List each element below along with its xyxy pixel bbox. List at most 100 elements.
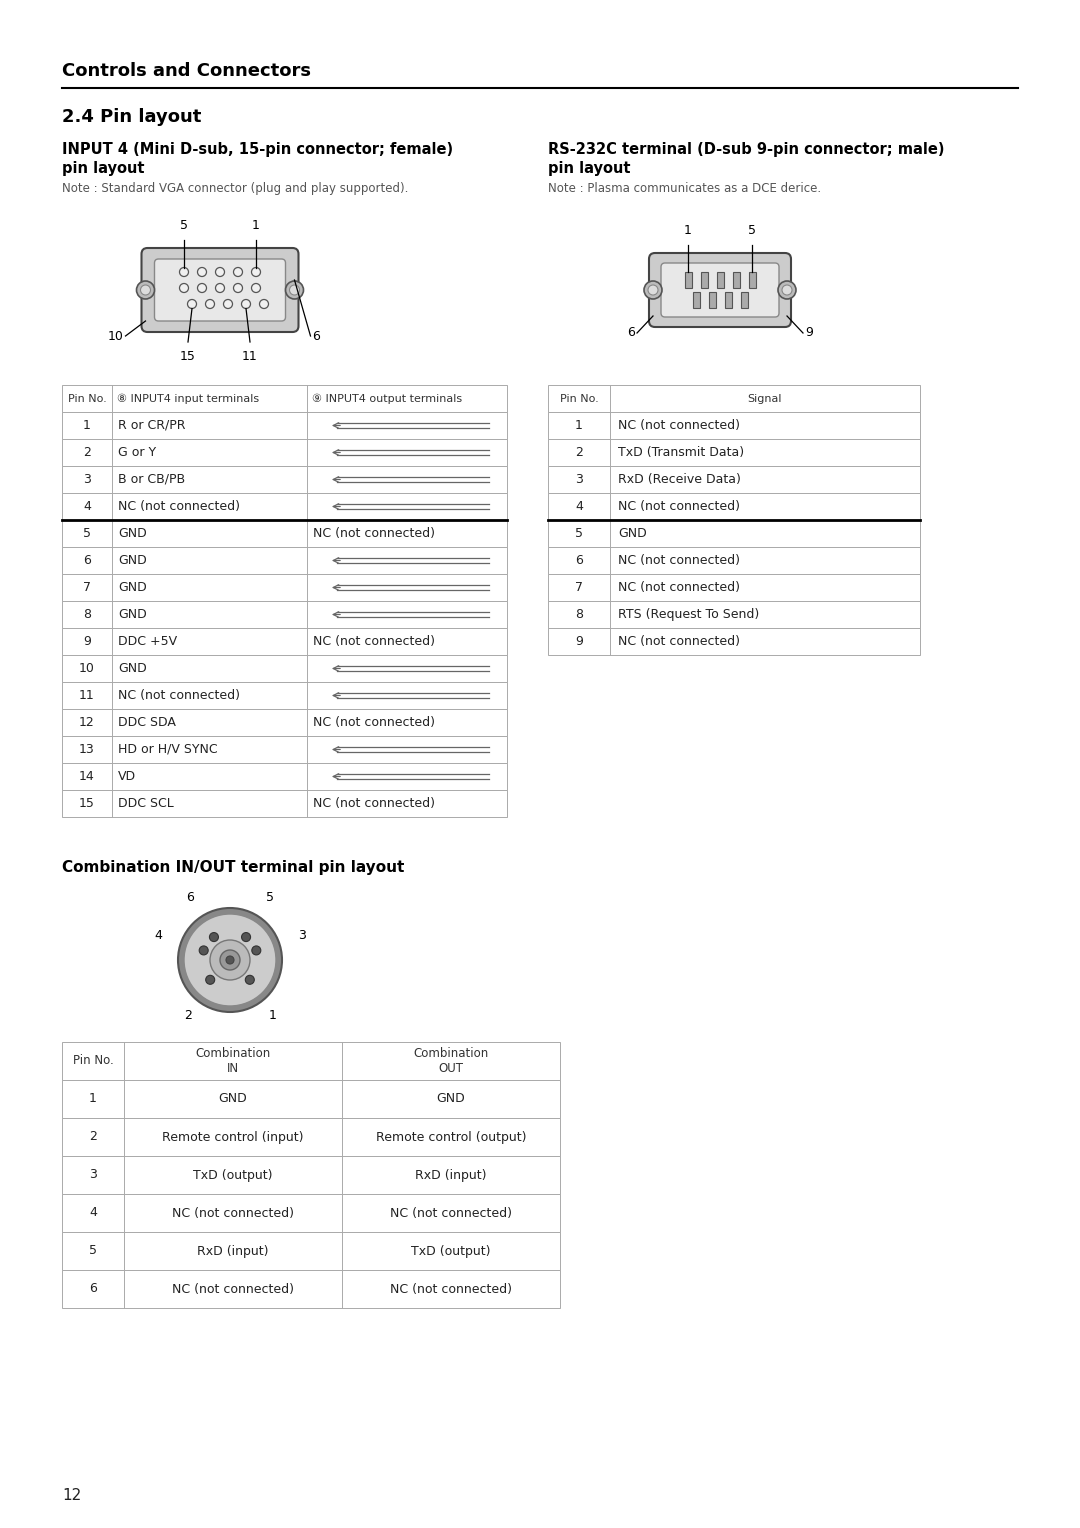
Text: Pin No.: Pin No.	[559, 394, 598, 403]
Text: GND: GND	[118, 527, 147, 539]
Text: 13: 13	[79, 743, 95, 756]
Text: ⑧ INPUT4 input terminals: ⑧ INPUT4 input terminals	[117, 393, 259, 403]
Text: 6: 6	[89, 1282, 97, 1296]
Text: GND: GND	[118, 662, 147, 675]
Circle shape	[233, 284, 243, 292]
Text: RxD (input): RxD (input)	[415, 1169, 487, 1181]
Text: 1: 1	[575, 419, 583, 432]
Circle shape	[210, 940, 249, 979]
Text: NC (not connected): NC (not connected)	[118, 500, 240, 513]
Text: Combination
OUT: Combination OUT	[414, 1047, 488, 1076]
FancyBboxPatch shape	[661, 263, 779, 316]
Circle shape	[242, 299, 251, 309]
Text: 1: 1	[269, 1008, 276, 1022]
FancyBboxPatch shape	[141, 248, 298, 332]
Bar	[62, 520, 507, 547]
FancyBboxPatch shape	[649, 254, 791, 327]
Circle shape	[216, 284, 225, 292]
Circle shape	[289, 286, 299, 295]
Text: NC (not connected): NC (not connected)	[390, 1282, 512, 1296]
Text: GND: GND	[618, 527, 647, 539]
Bar	[62, 1270, 561, 1308]
Bar	[62, 1118, 561, 1157]
Text: 7: 7	[83, 581, 91, 594]
Text: 4: 4	[89, 1207, 97, 1219]
Text: 3: 3	[89, 1169, 97, 1181]
Text: Signal: Signal	[747, 394, 782, 403]
Text: NC (not connected): NC (not connected)	[118, 689, 240, 701]
Text: 1: 1	[83, 419, 91, 432]
Text: TxD (output): TxD (output)	[193, 1169, 273, 1181]
Text: 4: 4	[83, 500, 91, 513]
Text: 8: 8	[83, 608, 91, 620]
Text: NC (not connected): NC (not connected)	[172, 1282, 294, 1296]
Bar	[62, 1193, 561, 1232]
Bar	[741, 292, 747, 309]
Text: G or Y: G or Y	[118, 446, 157, 458]
Bar	[62, 466, 507, 494]
Text: 6: 6	[575, 555, 583, 567]
Bar	[62, 413, 507, 439]
Bar	[62, 709, 507, 736]
Circle shape	[179, 284, 189, 292]
Text: 5: 5	[266, 891, 274, 905]
Bar	[548, 385, 920, 413]
Text: 4: 4	[154, 929, 162, 941]
Text: GND: GND	[118, 555, 147, 567]
Circle shape	[782, 286, 792, 295]
Text: VD: VD	[118, 770, 136, 782]
Text: NC (not connected): NC (not connected)	[618, 500, 740, 513]
Text: 6: 6	[186, 891, 194, 905]
Text: pin layout: pin layout	[548, 160, 631, 176]
Text: 3: 3	[83, 474, 91, 486]
Text: NC (not connected): NC (not connected)	[618, 419, 740, 432]
Text: 7: 7	[575, 581, 583, 594]
Text: 8: 8	[575, 608, 583, 620]
Text: NC (not connected): NC (not connected)	[313, 798, 435, 810]
Circle shape	[778, 281, 796, 299]
Bar	[548, 628, 920, 656]
Text: Pin No.: Pin No.	[68, 394, 106, 403]
Text: 10: 10	[108, 330, 123, 342]
Bar	[685, 272, 691, 287]
Text: NC (not connected): NC (not connected)	[313, 527, 435, 539]
Text: 5: 5	[89, 1244, 97, 1258]
Bar	[62, 736, 507, 762]
Text: Controls and Connectors: Controls and Connectors	[62, 63, 311, 79]
Text: 2.4 Pin layout: 2.4 Pin layout	[62, 108, 201, 125]
Bar	[548, 466, 920, 494]
Bar	[548, 439, 920, 466]
Text: Combination IN/OUT terminal pin layout: Combination IN/OUT terminal pin layout	[62, 860, 404, 876]
Circle shape	[252, 267, 260, 277]
Text: Remote control (output): Remote control (output)	[376, 1131, 526, 1143]
Text: 6: 6	[627, 327, 635, 339]
Text: GND: GND	[118, 608, 147, 620]
Text: 4: 4	[575, 500, 583, 513]
Text: TxD (output): TxD (output)	[411, 1244, 490, 1258]
Bar	[62, 385, 507, 413]
Circle shape	[136, 281, 154, 299]
Circle shape	[245, 975, 254, 984]
Text: 5: 5	[575, 527, 583, 539]
Text: R or CR/PR: R or CR/PR	[118, 419, 186, 432]
Circle shape	[198, 284, 206, 292]
Bar	[548, 547, 920, 575]
Bar	[62, 1080, 561, 1118]
Text: 5: 5	[748, 225, 756, 237]
Text: 9: 9	[575, 636, 583, 648]
Text: 15: 15	[180, 350, 195, 364]
Circle shape	[140, 286, 150, 295]
Circle shape	[259, 299, 269, 309]
Text: 2: 2	[184, 1008, 191, 1022]
Text: pin layout: pin layout	[62, 160, 145, 176]
Circle shape	[220, 950, 240, 970]
Text: 2: 2	[83, 446, 91, 458]
Bar	[708, 292, 715, 309]
Text: 6: 6	[312, 330, 321, 342]
Text: DDC SCL: DDC SCL	[118, 798, 174, 810]
Bar	[548, 520, 920, 547]
Text: 11: 11	[79, 689, 95, 701]
Circle shape	[210, 932, 218, 941]
Bar	[692, 292, 700, 309]
Text: RxD (Receive Data): RxD (Receive Data)	[618, 474, 741, 486]
